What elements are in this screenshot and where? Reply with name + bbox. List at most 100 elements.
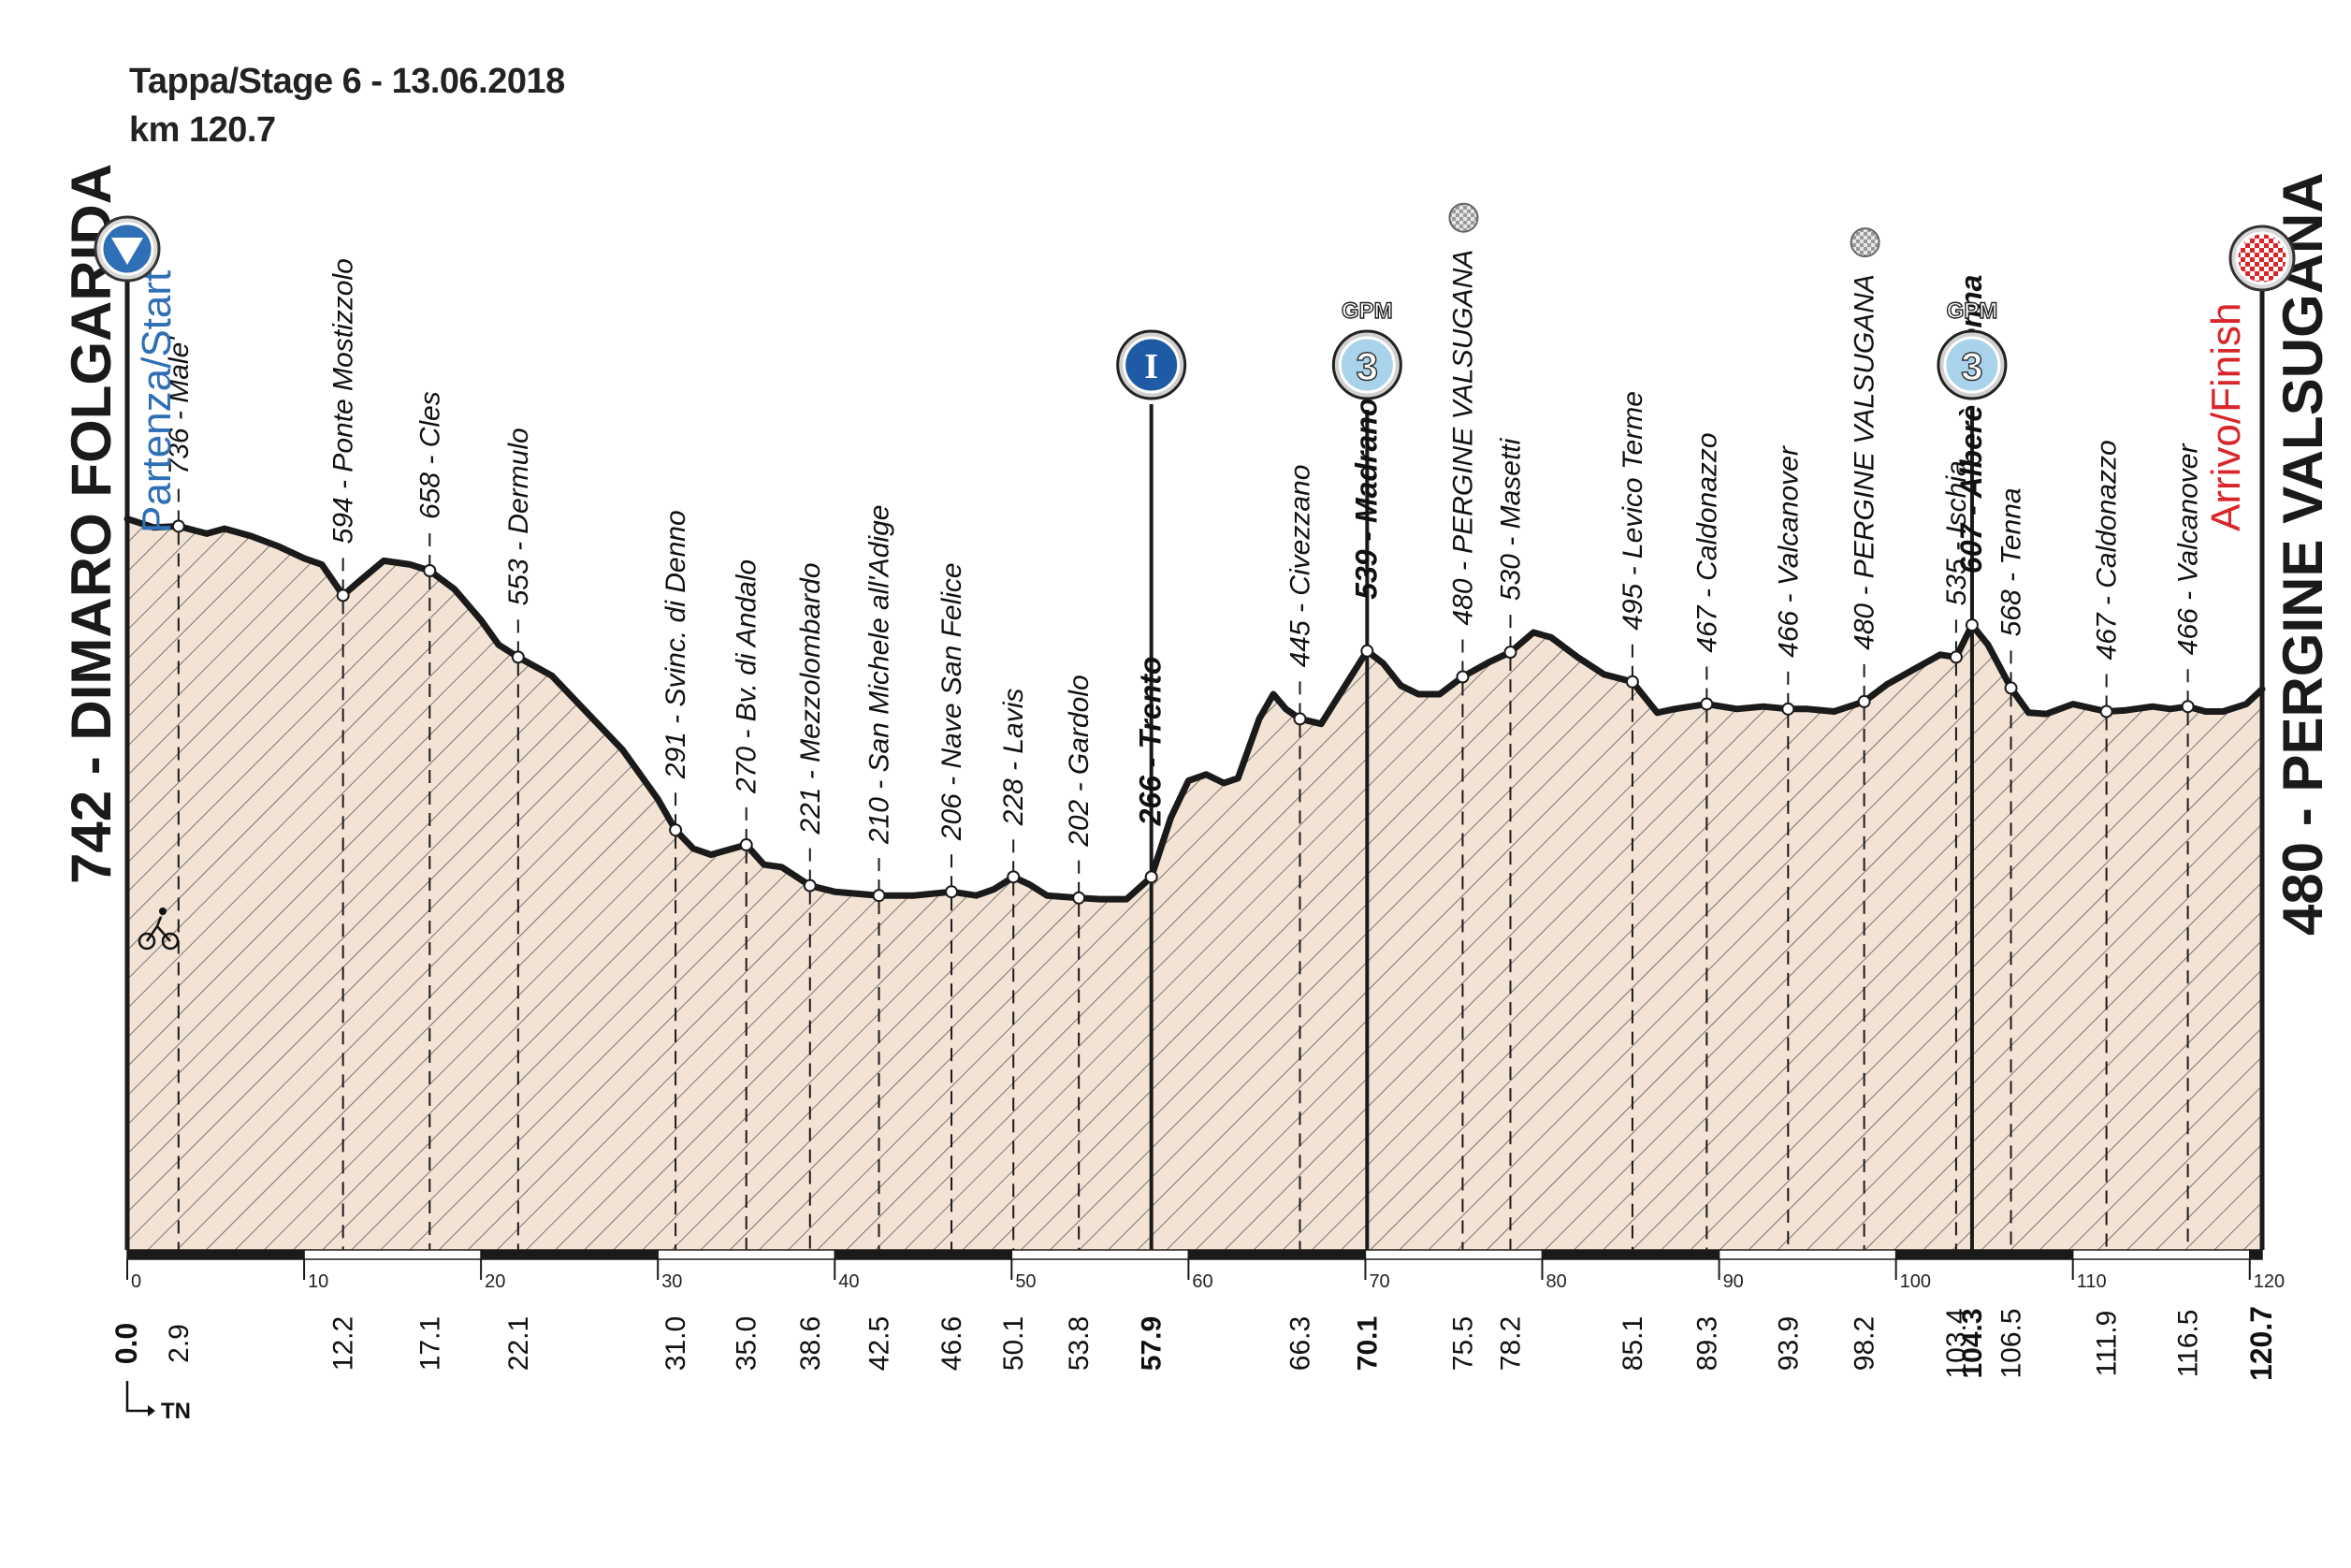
waypoint-km: 103.4 (1941, 1308, 1972, 1378)
waypoint-km: 70.1 (1352, 1316, 1383, 1371)
waypoint-label: 568 - Tenna (1996, 487, 2027, 636)
x-tick-label: 70 (1369, 1271, 1389, 1292)
waypoint-label: 270 - Bv. di Andalo (732, 559, 762, 794)
waypoint-dot (336, 588, 350, 603)
intermediate-marker: I (1116, 329, 1187, 400)
waypoint-dot (1781, 702, 1795, 716)
distance-bar-segment (1894, 1249, 2074, 1260)
waypoint-km: 22.1 (503, 1316, 534, 1371)
cyclist-icon (138, 907, 180, 951)
waypoint-label: 467 - Caldonazzo (1691, 432, 1722, 652)
start-caption: Partenza/Start (134, 270, 180, 533)
x-tick-label: 20 (485, 1271, 505, 1292)
x-tick-label: 110 (2077, 1271, 2107, 1292)
waypoint-km: 46.6 (936, 1316, 967, 1371)
waypoint-km: 116.5 (2173, 1310, 2204, 1378)
finish-icon (2228, 225, 2296, 292)
x-tick-label: 50 (1015, 1271, 1036, 1292)
waypoint-km: 31.0 (660, 1316, 691, 1371)
waypoint-label: 202 - Gardolo (1064, 675, 1095, 847)
waypoint-km: 2.9 (164, 1324, 195, 1363)
waypoint-km: 42.5 (864, 1316, 895, 1371)
x-tick-label: 100 (1900, 1271, 1931, 1292)
finish-caption: Arrivo/Finish (2203, 303, 2249, 532)
waypoint-label: 594 - Ponte Mostizzolo (328, 258, 359, 544)
waypoint-dot (1456, 670, 1470, 684)
waypoint-label: 658 - Cles (414, 391, 445, 519)
waypoint-dot (1625, 675, 1639, 689)
waypoint-dot (1857, 694, 1871, 708)
waypoint-label: 530 - Masetti (1495, 437, 1526, 601)
waypoint-km: 111.9 (2092, 1311, 2123, 1377)
waypoint-km: 98.2 (1850, 1316, 1880, 1371)
waypoint-dot (2004, 681, 2018, 695)
x-tick-label: 120 (2254, 1271, 2285, 1292)
waypoint-km: 66.3 (1284, 1316, 1315, 1371)
waypoint-dot (1007, 870, 1021, 884)
waypoint-label: 291 - Svinc. di Denno (660, 510, 691, 779)
waypoint-dot (1293, 712, 1307, 726)
distance-bar-segment (657, 1249, 836, 1260)
distance-bar-segment (2071, 1249, 2251, 1260)
waypoint-km: 57.9 (1137, 1316, 1168, 1371)
start-label: 742 - DIMARO FOLGARIDA (60, 164, 123, 884)
finish-label: 480 - PERGINE VALSUGANA (2271, 172, 2334, 936)
waypoint-km: 50.1 (998, 1316, 1029, 1371)
waypoint-dot (2099, 704, 2113, 719)
province-label: TN (161, 1399, 191, 1424)
x-tick-label: 80 (1546, 1271, 1567, 1292)
waypoint-dot (1965, 618, 1979, 632)
distance-bar-segment (1541, 1249, 1720, 1260)
waypoint-km: 106.5 (1996, 1308, 2027, 1378)
waypoint-label: 228 - Lavis (998, 689, 1029, 827)
profile-line (123, 515, 2266, 903)
waypoint-dot (945, 885, 959, 899)
distance-bar-segment (1010, 1249, 1190, 1260)
waypoint-dot (872, 889, 886, 903)
waypoint-label: 480 - PERGINE VALSUGANA (1850, 274, 1880, 650)
waypoint-label: 553 - Dermulo (503, 428, 534, 605)
gpm-category: 3 (1357, 344, 1378, 388)
waypoint-label: 466 - Valcanover (2173, 443, 2204, 656)
waypoint-km: 38.6 (795, 1316, 826, 1371)
waypoint-label: 736 - Male' (164, 336, 195, 475)
waypoint-label: 495 - Levico Terme (1618, 391, 1648, 631)
gpm-label: GPM (1342, 298, 1393, 324)
waypoint-label: 607 - Alberè di Tenna (1954, 275, 1988, 574)
distance-bar-segment (2249, 1249, 2263, 1260)
waypoint-dot (423, 564, 437, 577)
waypoint-label: 221 - Mezzolombardo (795, 562, 826, 835)
sprint-marker (1850, 227, 1880, 258)
waypoint-label: 266 - Trento (1134, 657, 1168, 827)
gpm-label: GPM (1947, 298, 1998, 324)
waypoint-label: 467 - Caldonazzo (2092, 440, 2123, 660)
stage-title: Tappa/Stage 6 - 13.06.2018 (129, 62, 565, 101)
waypoint-label: 535 - Ischia (1941, 460, 1972, 605)
start-icon (94, 215, 161, 283)
waypoint-km: 89.3 (1691, 1316, 1722, 1371)
waypoint-dot (1144, 870, 1158, 884)
waypoint-dot (803, 878, 817, 893)
waypoint-dot (1700, 697, 1714, 711)
waypoint-label: 445 - Civezzano (1284, 465, 1315, 668)
waypoint-km: 85.1 (1618, 1316, 1648, 1371)
profile-area (127, 518, 2262, 1250)
gpm-category: 3 (1961, 344, 1982, 388)
distance-bar-segment (834, 1249, 1013, 1260)
stage-distance: km 120.7 (129, 110, 276, 150)
waypoint-label: 466 - Valcanover (1773, 445, 1804, 658)
province-arrow-head (148, 1405, 155, 1416)
distance-bar-segment (1718, 1249, 1897, 1260)
waypoint-km: 35.0 (732, 1316, 762, 1371)
distance-bar-segment (303, 1249, 482, 1260)
waypoint-km: 93.9 (1773, 1316, 1804, 1371)
distance-bar-segment (1364, 1249, 1544, 1260)
waypoint-dot (511, 650, 525, 664)
waypoint-label: 206 - Nave San Felice (936, 562, 967, 841)
x-tick-label: 30 (661, 1271, 682, 1292)
waypoint-dot (1949, 650, 1963, 664)
waypoint-km: 75.5 (1447, 1316, 1478, 1371)
gpm-marker: GPM 3 (1331, 298, 1402, 400)
waypoint-km: 53.8 (1064, 1316, 1095, 1371)
